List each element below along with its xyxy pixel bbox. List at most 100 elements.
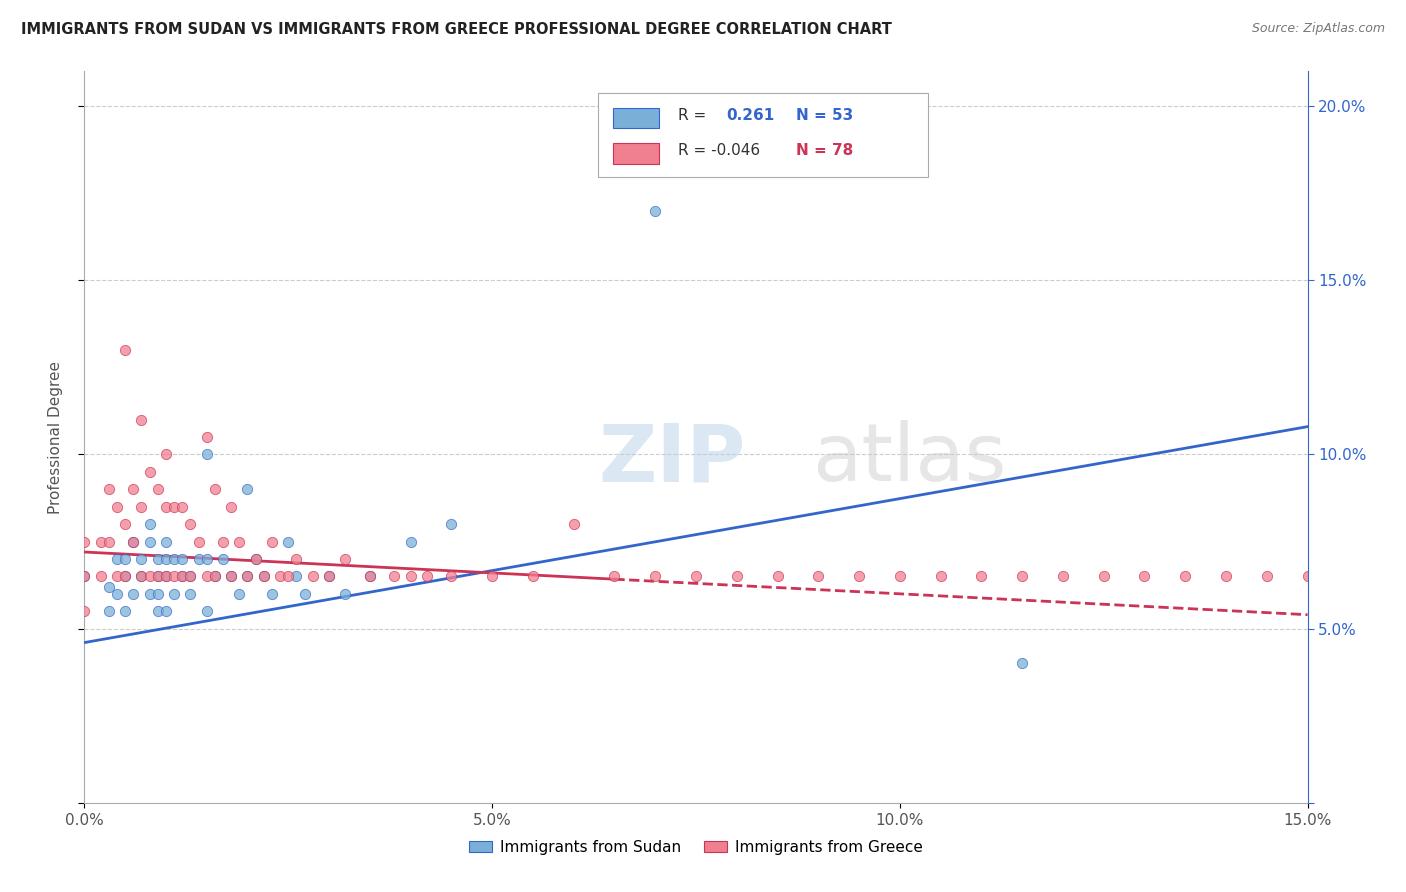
- Point: [105, 569, 128, 583]
- Text: N = 53: N = 53: [796, 108, 853, 123]
- Point: [440, 517, 463, 532]
- Point: [399, 569, 422, 583]
- Point: [970, 569, 993, 583]
- Point: [131, 412, 153, 426]
- Point: [766, 569, 789, 583]
- Point: [105, 500, 128, 514]
- Point: [122, 483, 145, 497]
- Point: [163, 569, 186, 583]
- Point: [195, 569, 218, 583]
- Point: [335, 587, 357, 601]
- Point: [807, 569, 830, 583]
- Point: [172, 500, 194, 514]
- Point: [725, 569, 748, 583]
- Point: [1378, 569, 1400, 583]
- Point: [219, 569, 242, 583]
- Point: [1011, 657, 1033, 671]
- Point: [138, 569, 160, 583]
- FancyBboxPatch shape: [598, 94, 928, 178]
- Point: [1174, 569, 1197, 583]
- Point: [146, 569, 169, 583]
- Point: [155, 552, 177, 566]
- Point: [90, 569, 112, 583]
- Text: atlas: atlas: [813, 420, 1007, 498]
- Point: [73, 569, 96, 583]
- Point: [277, 534, 299, 549]
- Point: [155, 569, 177, 583]
- Point: [73, 534, 96, 549]
- Point: [644, 203, 666, 218]
- Point: [416, 569, 439, 583]
- Point: [179, 569, 201, 583]
- Point: [228, 534, 250, 549]
- Point: [644, 569, 666, 583]
- Point: [204, 569, 226, 583]
- Text: Source: ZipAtlas.com: Source: ZipAtlas.com: [1251, 22, 1385, 36]
- Point: [212, 534, 235, 549]
- Point: [522, 569, 544, 583]
- Point: [277, 569, 299, 583]
- Point: [131, 569, 153, 583]
- Point: [131, 569, 153, 583]
- Point: [889, 152, 911, 166]
- Point: [481, 569, 503, 583]
- Point: [172, 569, 194, 583]
- Point: [105, 587, 128, 601]
- Point: [236, 569, 259, 583]
- Point: [382, 569, 405, 583]
- Point: [97, 604, 120, 618]
- Point: [73, 569, 96, 583]
- Point: [187, 534, 209, 549]
- Text: N = 78: N = 78: [796, 143, 853, 158]
- Point: [269, 569, 291, 583]
- Point: [1052, 569, 1074, 583]
- Point: [294, 587, 316, 601]
- Point: [146, 483, 169, 497]
- Point: [73, 604, 96, 618]
- Point: [172, 552, 194, 566]
- Point: [889, 569, 911, 583]
- Point: [195, 448, 218, 462]
- Point: [848, 569, 870, 583]
- Text: R = -0.046: R = -0.046: [678, 143, 759, 158]
- Point: [204, 483, 226, 497]
- Point: [90, 534, 112, 549]
- Point: [335, 552, 357, 566]
- Point: [318, 569, 340, 583]
- Point: [285, 569, 308, 583]
- Point: [131, 552, 153, 566]
- Point: [187, 552, 209, 566]
- Point: [219, 569, 242, 583]
- Text: 0.261: 0.261: [727, 108, 775, 123]
- Point: [179, 517, 201, 532]
- Point: [179, 569, 201, 583]
- Point: [245, 552, 267, 566]
- Point: [179, 587, 201, 601]
- Point: [562, 517, 585, 532]
- Point: [105, 552, 128, 566]
- Y-axis label: Professional Degree: Professional Degree: [48, 360, 63, 514]
- Point: [155, 448, 177, 462]
- Point: [440, 569, 463, 583]
- Point: [1337, 569, 1360, 583]
- Point: [253, 569, 276, 583]
- Point: [359, 569, 381, 583]
- Point: [138, 534, 160, 549]
- Point: [1215, 569, 1237, 583]
- Point: [155, 500, 177, 514]
- Point: [146, 552, 169, 566]
- Point: [138, 465, 160, 479]
- Point: [97, 534, 120, 549]
- Point: [163, 587, 186, 601]
- Point: [219, 500, 242, 514]
- Point: [114, 552, 136, 566]
- Point: [155, 534, 177, 549]
- Point: [1092, 569, 1115, 583]
- Point: [228, 587, 250, 601]
- Point: [301, 569, 323, 583]
- Point: [138, 517, 160, 532]
- Point: [1133, 569, 1156, 583]
- Point: [114, 569, 136, 583]
- Point: [359, 569, 381, 583]
- Point: [260, 534, 283, 549]
